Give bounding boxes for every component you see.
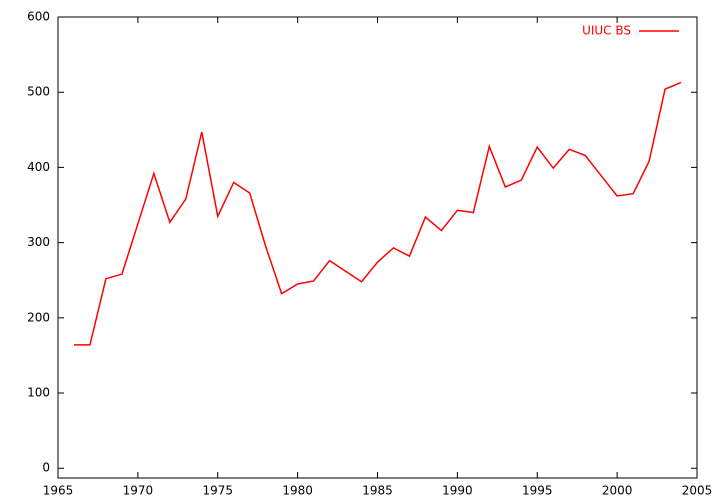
x-tick-label: 1990: [442, 484, 473, 498]
y-tick-label: 100: [27, 386, 50, 400]
x-tick-label: 1985: [362, 484, 393, 498]
y-tick-label: 0: [42, 461, 50, 475]
x-tick-label: 1970: [123, 484, 154, 498]
x-tick-label: 1995: [522, 484, 553, 498]
y-tick-label: 300: [27, 235, 50, 249]
y-tick-label: 400: [27, 160, 50, 174]
y-tick-label: 500: [27, 85, 50, 99]
x-tick-label: 1965: [43, 484, 74, 498]
x-tick-label: 2000: [602, 484, 633, 498]
y-tick-label: 200: [27, 310, 50, 324]
x-tick-label: 1980: [282, 484, 313, 498]
line: [73, 81, 682, 346]
y-tick-label: 600: [27, 10, 50, 24]
legend-label: UIUC BS: [582, 24, 631, 38]
x-tick-label: 2005: [682, 484, 713, 498]
x-tick-label: 1975: [202, 484, 233, 498]
plot-frame: [57, 16, 698, 479]
